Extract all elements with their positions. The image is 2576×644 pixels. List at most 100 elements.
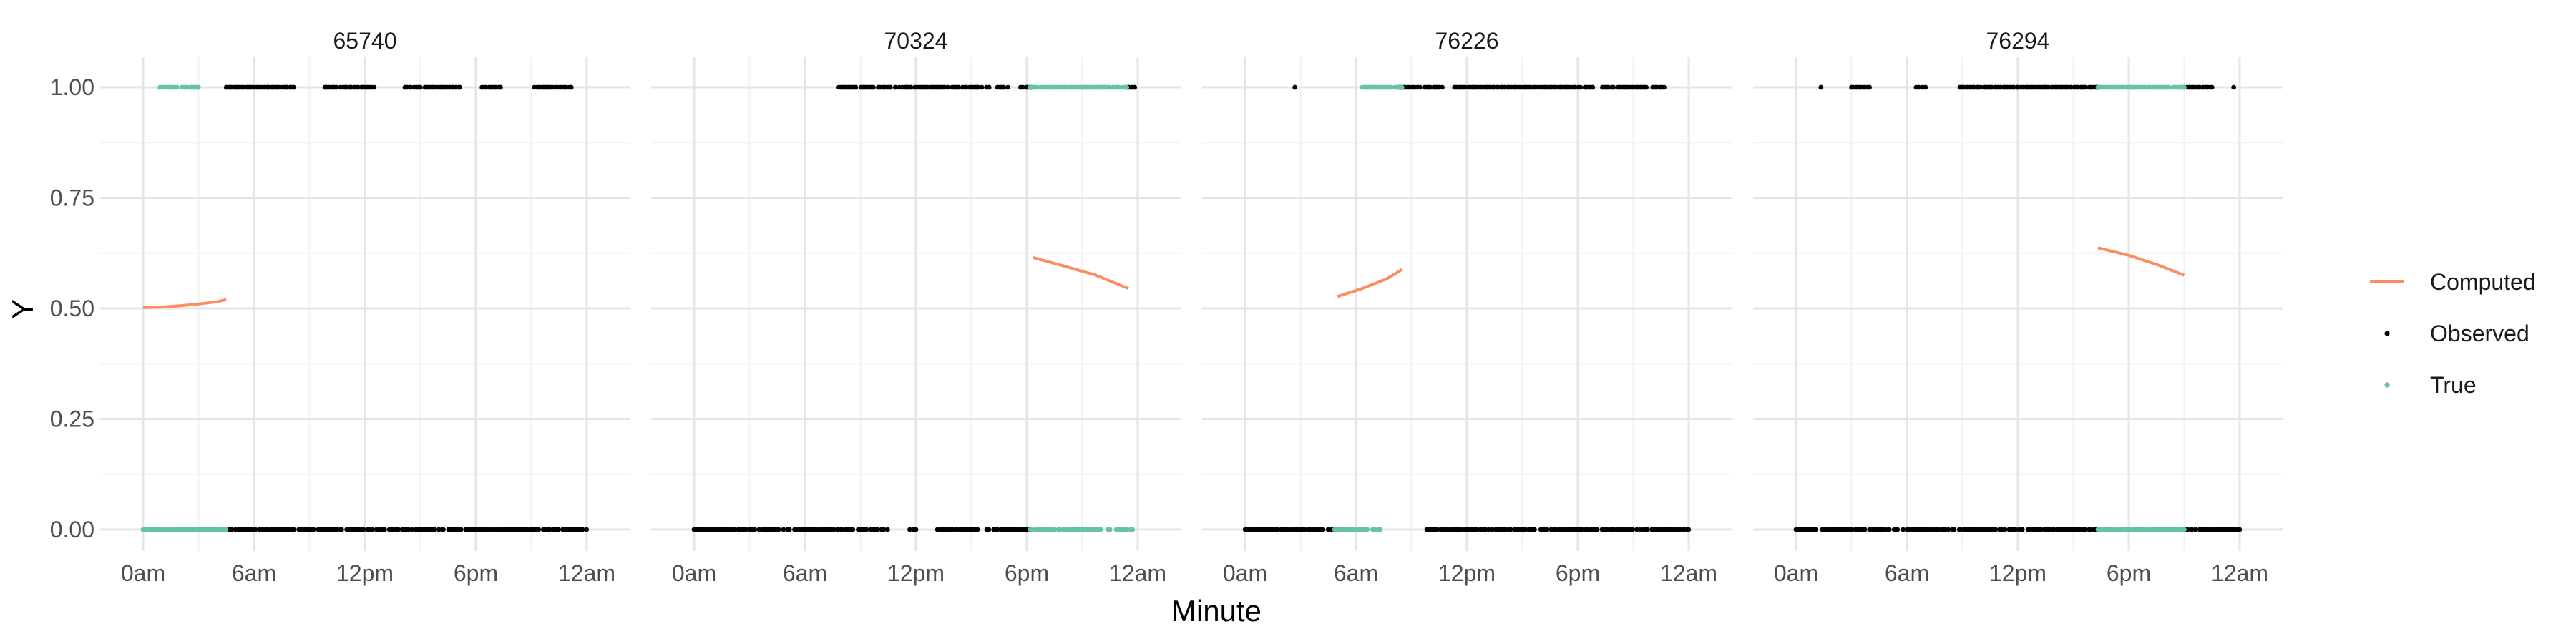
true-point bbox=[1116, 84, 1121, 90]
observed-point bbox=[1594, 527, 1600, 532]
x-tick-label: 6am bbox=[783, 560, 827, 586]
observed-point bbox=[1886, 527, 1892, 532]
observed-point bbox=[1001, 84, 1007, 90]
observed-point bbox=[786, 527, 792, 532]
observed-point bbox=[2019, 527, 2025, 532]
observed-point bbox=[1325, 527, 1331, 532]
panel-title: 65740 bbox=[333, 28, 397, 54]
observed-point bbox=[1630, 527, 1636, 532]
observed-point bbox=[498, 84, 503, 90]
x-tick-label: 6am bbox=[232, 560, 276, 586]
computed-line bbox=[142, 298, 227, 309]
true-point bbox=[1052, 527, 1057, 532]
y-tick-label: 0.25 bbox=[50, 406, 94, 432]
observed-point bbox=[979, 84, 985, 90]
y-tick-label: 1.00 bbox=[50, 74, 94, 100]
observed-point bbox=[1611, 527, 1617, 532]
x-tick-label: 6pm bbox=[1556, 560, 1600, 586]
x-tick-label: 12am bbox=[2211, 560, 2268, 586]
observed-point bbox=[1532, 527, 1537, 532]
observed-point bbox=[2209, 84, 2215, 90]
true-point bbox=[223, 527, 229, 532]
observed-point bbox=[781, 527, 786, 532]
legend-item-computed: Computed bbox=[2370, 269, 2536, 295]
x-tick-label: 12pm bbox=[336, 560, 394, 586]
observed-point bbox=[752, 527, 758, 532]
legend-label: Observed bbox=[2430, 321, 2529, 346]
legend-item-observed: Observed bbox=[2384, 321, 2529, 346]
observed-point bbox=[1971, 84, 1977, 90]
observed-point bbox=[311, 527, 316, 532]
observed-point bbox=[2013, 527, 2019, 532]
observed-point bbox=[1901, 527, 1906, 532]
observed-point bbox=[975, 84, 981, 90]
observed-point bbox=[1508, 527, 1513, 532]
observed-point bbox=[1813, 527, 1818, 532]
x-tick-label: 0am bbox=[672, 560, 716, 586]
observed-point bbox=[1867, 84, 1873, 90]
panel-76294: 76294 bbox=[1753, 28, 2283, 551]
legend: Computed Observed True bbox=[2370, 269, 2536, 398]
legend-item-true: True bbox=[2384, 372, 2477, 398]
observed-point bbox=[1428, 84, 1433, 90]
true-point bbox=[1388, 84, 1394, 90]
observed-point bbox=[555, 527, 561, 532]
true-point bbox=[1107, 527, 1113, 532]
observed-point bbox=[986, 527, 992, 532]
observed-point bbox=[361, 527, 366, 532]
observed-point bbox=[291, 84, 296, 90]
observed-point bbox=[369, 527, 375, 532]
x-tick-label: 12am bbox=[558, 560, 615, 586]
observed-point bbox=[1606, 84, 1611, 90]
panel-title: 76226 bbox=[1435, 28, 1499, 54]
panels-group: 65740 70324 76226 76294 bbox=[100, 28, 2283, 551]
observed-point bbox=[1895, 527, 1901, 532]
observed-point bbox=[382, 527, 387, 532]
observed-point bbox=[441, 527, 446, 532]
observed-point bbox=[913, 527, 919, 532]
y-axis-title: Y bbox=[6, 299, 39, 319]
true-point bbox=[2142, 84, 2148, 90]
panel-76226: 76226 bbox=[1202, 28, 1732, 551]
observed-point bbox=[2237, 527, 2243, 532]
observed-point bbox=[568, 84, 574, 90]
observed-point bbox=[1611, 84, 1616, 90]
x-tick-label: 0am bbox=[1223, 560, 1267, 586]
computed-line bbox=[2097, 246, 2185, 277]
observed-point bbox=[2002, 527, 2008, 532]
x-tick-label: 12am bbox=[1109, 560, 1166, 586]
true-point bbox=[1106, 84, 1112, 90]
observed-point bbox=[253, 527, 258, 532]
true-point bbox=[1124, 527, 1130, 532]
observed-point bbox=[1862, 527, 1868, 532]
true-point bbox=[156, 527, 161, 532]
observed-point bbox=[831, 527, 836, 532]
x-axis-title: Minute bbox=[1171, 594, 1262, 628]
observed-point bbox=[536, 527, 542, 532]
true-point bbox=[174, 84, 180, 90]
observed-point bbox=[291, 527, 296, 532]
observed-point bbox=[396, 527, 401, 532]
observed-point bbox=[887, 84, 893, 90]
x-tick-label: 6pm bbox=[1005, 560, 1049, 586]
observed-point bbox=[580, 527, 585, 532]
observed-point bbox=[1418, 84, 1423, 90]
computed-line bbox=[1337, 268, 1403, 298]
observed-point bbox=[1440, 84, 1445, 90]
observed-point bbox=[458, 527, 464, 532]
axes-group: 0am 6am 12pm 6pm 12am 0.00 0.25 0.50 0.75 1.00 0am… bbox=[6, 74, 2268, 628]
true-point bbox=[1377, 527, 1383, 532]
y-tick-label: 0.75 bbox=[50, 185, 94, 211]
observed-point bbox=[2082, 84, 2088, 90]
observed-point bbox=[864, 527, 869, 532]
observed-point bbox=[338, 527, 344, 532]
observed-point bbox=[417, 84, 423, 90]
observed-point bbox=[1916, 84, 1921, 90]
observed-point bbox=[2189, 527, 2195, 532]
x-tick-label: 6pm bbox=[2107, 560, 2151, 586]
observed-point bbox=[1662, 84, 1667, 90]
legend-key-point bbox=[2384, 331, 2390, 336]
observed-point bbox=[1486, 527, 1492, 532]
observed-point bbox=[2192, 527, 2198, 532]
